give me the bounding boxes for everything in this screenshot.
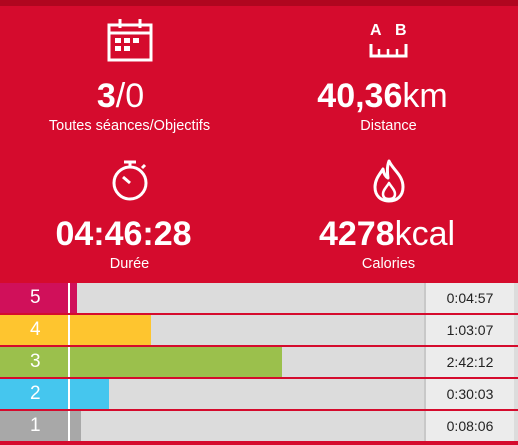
distance-value: 40,36km: [317, 77, 448, 115]
zone-time: 0:30:03: [424, 379, 514, 409]
zone-number: 4: [0, 315, 68, 345]
zone-time: 2:42:12: [424, 347, 514, 377]
zone-number: 5: [0, 283, 68, 313]
zone-divider: [68, 283, 70, 313]
duration-label: Durée: [109, 256, 150, 272]
zone-divider: [68, 379, 70, 409]
summary-panel: 3/0 Toutes séances/Objectifs A B 40,36km…: [0, 0, 518, 272]
zone-divider: [68, 315, 70, 345]
zone-row[interactable]: 5 0:04:57: [0, 283, 518, 313]
zone-time: 0:08:06: [424, 411, 514, 441]
flame-icon: [373, 159, 404, 203]
distance-label: Distance: [360, 118, 417, 134]
zone-number: 3: [0, 347, 68, 377]
zone-row[interactable]: 3 2:42:12: [0, 347, 518, 377]
zone-row[interactable]: 4 1:03:07: [0, 315, 518, 345]
svg-text:B: B: [395, 22, 407, 39]
calories-label: Calories: [361, 256, 416, 272]
stopwatch-icon: [112, 160, 147, 201]
zone-row[interactable]: 1 0:08:06: [0, 411, 518, 441]
svg-text:A: A: [370, 22, 382, 39]
zone-number: 1: [0, 411, 68, 441]
calories-value: 4278kcal: [318, 215, 456, 253]
duration-value: 04:46:28: [55, 215, 192, 253]
zone-time-bar: [70, 379, 109, 409]
heart-rate-zones: 5 0:04:57 4 1:03:07 3 2:42:12 2 0:30:03 …: [0, 281, 518, 445]
zone-time-bar: [70, 411, 81, 441]
distance-ab-icon: A B: [369, 22, 407, 58]
zone-row[interactable]: 2 0:30:03: [0, 379, 518, 409]
calendar-icon: [107, 19, 152, 62]
zone-divider: [68, 347, 70, 377]
zone-number: 2: [0, 379, 68, 409]
zone-time-bar: [70, 315, 151, 345]
zone-time: 1:03:07: [424, 315, 514, 345]
sessions-value: 3/0: [96, 77, 145, 115]
zone-time-bar: [70, 347, 282, 377]
zone-divider: [68, 411, 70, 441]
sessions-label: Toutes séances/Objectifs: [48, 118, 211, 134]
zone-time-bar: [70, 283, 77, 313]
zone-time: 0:04:57: [424, 283, 514, 313]
